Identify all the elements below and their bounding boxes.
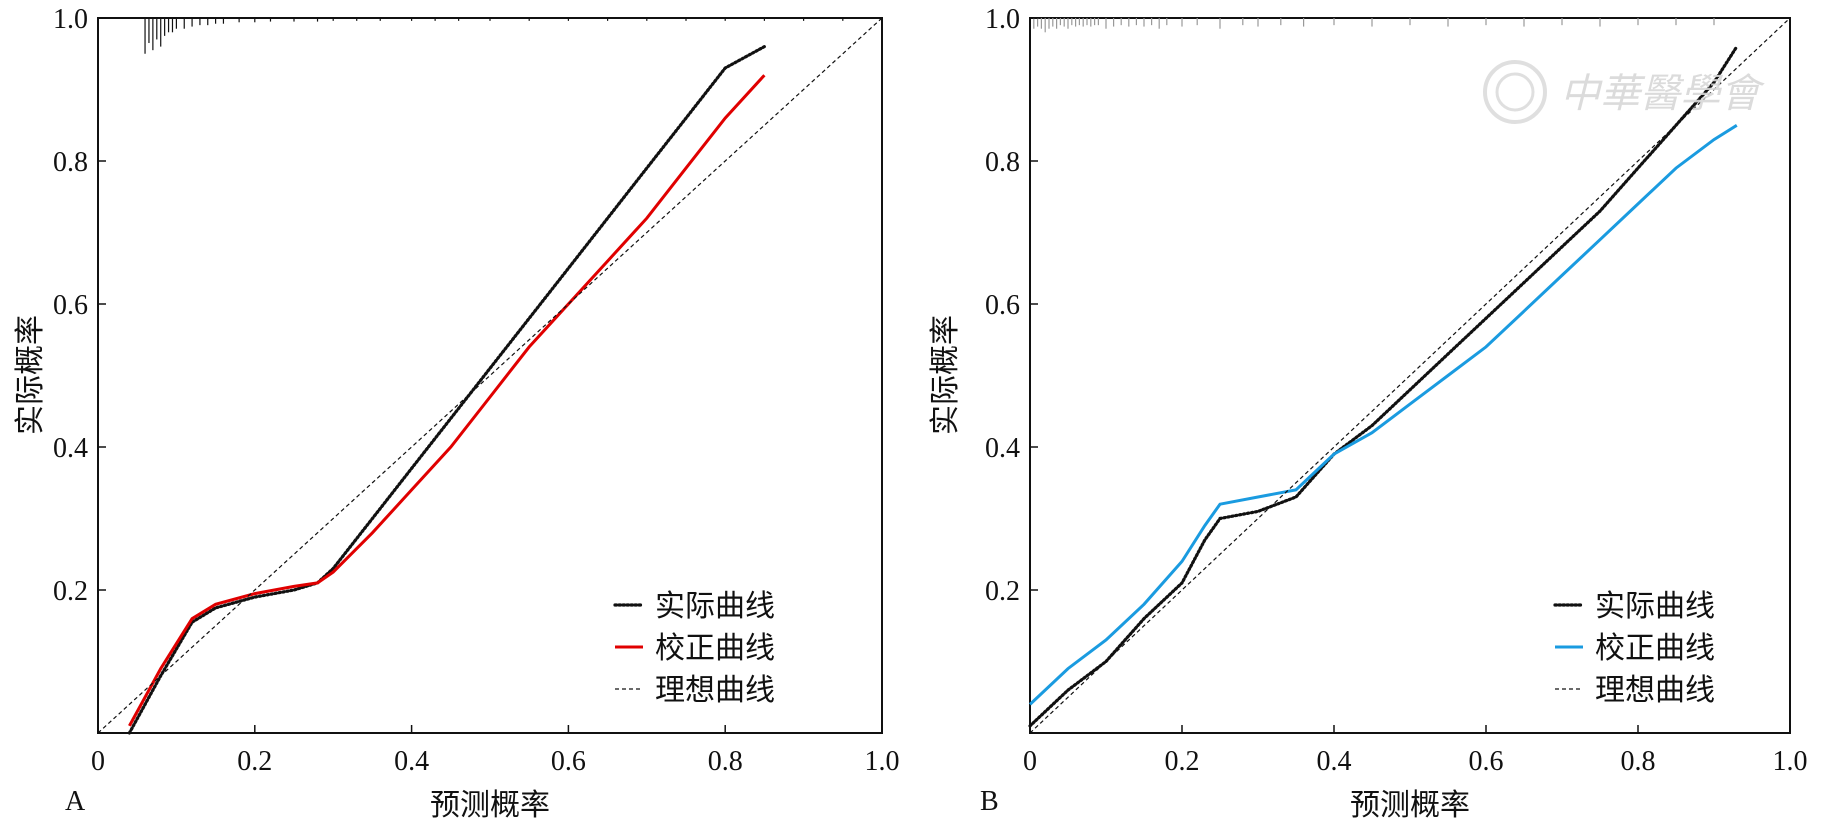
series-dashed-line <box>1029 17 1791 734</box>
series-dashed-line <box>97 17 883 734</box>
x-tick-label: 0.4 <box>394 746 429 777</box>
y-tick-label: 0.8 <box>53 147 88 178</box>
y-tick-label: 0.8 <box>985 147 1020 178</box>
panel-a-ylabel: 实际概率 <box>13 315 48 435</box>
legend-label: 理想曲线 <box>1595 673 1715 708</box>
y-tick-label: 1.0 <box>985 4 1020 35</box>
panel-b: 0 0.2 0.4 0.6 0.8 1.0 0.2 0.4 0.6 0.8 1.0 预测概率 实际概… <box>928 4 1808 823</box>
panel-a-curves <box>97 17 883 735</box>
panel-a-letter: A <box>65 786 86 817</box>
y-tick-label: 0.6 <box>53 290 88 321</box>
x-tick-label: 1.0 <box>865 746 900 777</box>
x-tick-label: 0.2 <box>1165 746 1200 777</box>
watermark-logo: 中華醫學會 <box>1483 60 1765 124</box>
x-tick-label: 0 <box>91 746 105 777</box>
panel-b-letter: B <box>980 786 999 817</box>
panel-b-ticks: 0 0.2 0.4 0.6 0.8 1.0 0.2 0.4 0.6 0.8 1.0 <box>985 4 1808 777</box>
legend-label: 实际曲线 <box>1595 589 1715 624</box>
y-tick-label: 0.4 <box>53 433 88 464</box>
x-tick-label: 0.2 <box>237 746 272 777</box>
panel-a-frame <box>97 17 883 734</box>
legend-label: 校正曲线 <box>655 631 775 666</box>
x-tick-label: 0.4 <box>1317 746 1352 777</box>
series-dotted-line <box>127 45 766 735</box>
panel-a-xlabel: 预测概率 <box>430 788 550 823</box>
y-tick-label: 1.0 <box>53 4 88 35</box>
y-tick-label: 0.4 <box>985 433 1020 464</box>
watermark-text: 中華醫學會 <box>1560 71 1765 117</box>
x-tick-label: 0.6 <box>551 746 586 777</box>
watermark-seal-inner-icon <box>1495 72 1535 112</box>
legend-label: 校正曲线 <box>1595 631 1715 666</box>
panel-a-rug <box>144 18 844 54</box>
x-tick-label: 1.0 <box>1773 746 1808 777</box>
watermark-seal-icon <box>1483 60 1547 124</box>
legend-label: 实际曲线 <box>655 589 775 624</box>
panel-b-curves <box>1028 17 1791 734</box>
panel-b-xlabel: 预测概率 <box>1350 788 1470 823</box>
panel-a-ticks: 0 0.2 0.4 0.6 0.8 1.0 0.2 0.4 0.6 0.8 1.0 <box>53 4 900 777</box>
legend-label: 理想曲线 <box>655 673 775 708</box>
x-tick-label: 0.8 <box>1621 746 1656 777</box>
x-tick-label: 0.8 <box>708 746 743 777</box>
panel-a: 0 0.2 0.4 0.6 0.8 1.0 0.2 0.4 0.6 0.8 1.0 预测概率 实际概… <box>13 4 900 823</box>
series-solid-line <box>128 74 766 727</box>
panel-b-ylabel: 实际概率 <box>928 315 963 435</box>
x-tick-label: 0 <box>1023 746 1037 777</box>
x-tick-label: 0.6 <box>1469 746 1504 777</box>
series-solid-line <box>1028 124 1738 706</box>
y-tick-label: 0.6 <box>985 290 1020 321</box>
series-dotted-line <box>1028 45 1739 728</box>
y-tick-label: 0.2 <box>985 576 1020 607</box>
panel-b-rug <box>1033 18 1715 33</box>
y-tick-label: 0.2 <box>53 576 88 607</box>
